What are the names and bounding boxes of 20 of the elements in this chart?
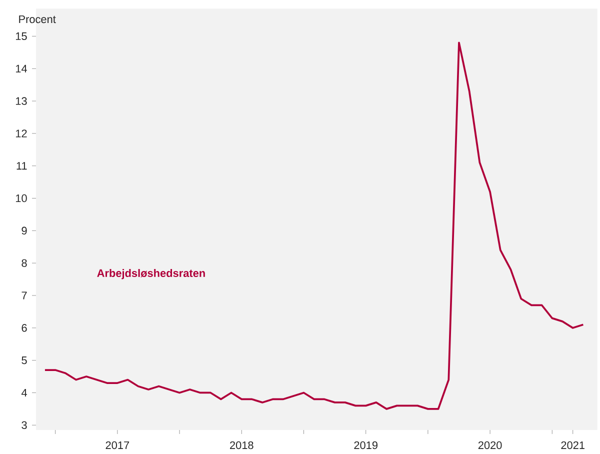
y-tick-label: 9: [22, 226, 27, 235]
y-tick-label: 10: [16, 194, 27, 202]
y-tick-label: 4: [21, 388, 27, 396]
y-tick-label: 3: [22, 421, 27, 430]
y-tick-label: 11: [16, 162, 27, 170]
y-tick-label: 15: [16, 32, 27, 40]
y-tick-label: 13: [16, 97, 27, 105]
y-tick-label: 8: [22, 259, 27, 267]
y-tick-label: 12: [16, 130, 27, 138]
text: Arbejdsløshedsraten: [97, 269, 205, 280]
y-tick-label: 6: [22, 324, 27, 332]
x-tick-label: 2018: [230, 441, 254, 450]
x-tick-label: 2020: [478, 441, 502, 450]
y-tick-label: 14: [16, 64, 27, 72]
y-axis-title: Procent: [19, 15, 56, 24]
y-tick-label: 7: [22, 292, 27, 300]
x-tick-label: 2019: [354, 441, 378, 450]
y-tick-label: 5: [22, 356, 27, 364]
x-tick-label: 2021: [561, 441, 584, 450]
x-tick-label: 2017: [106, 441, 130, 450]
